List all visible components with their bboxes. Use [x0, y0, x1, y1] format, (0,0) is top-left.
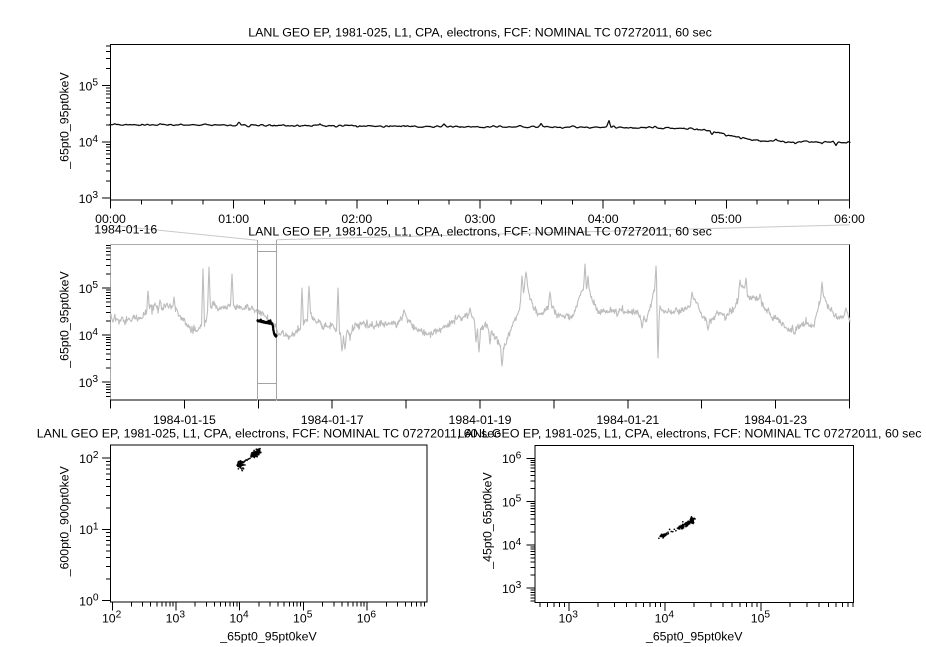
svg-text:1984-01-23: 1984-01-23 — [744, 413, 807, 427]
svg-text:_65pt0_95pt0keV: _65pt0_95pt0keV — [58, 271, 72, 369]
svg-text:01:00: 01:00 — [218, 212, 249, 226]
svg-text:_65pt0_95pt0keV: _65pt0_95pt0keV — [645, 630, 743, 644]
svg-text:00:00: 00:00 — [95, 212, 126, 226]
svg-text:LANL GEO EP, 1981-025, L1, CPA: LANL GEO EP, 1981-025, L1, CPA, electron… — [458, 426, 922, 440]
svg-text:06:00: 06:00 — [834, 212, 865, 226]
svg-text:_45pt0_65pt0keV: _45pt0_65pt0keV — [481, 472, 495, 570]
svg-text:04:00: 04:00 — [588, 212, 619, 226]
svg-text:1984-01-21: 1984-01-21 — [596, 413, 659, 427]
svg-text:03:00: 03:00 — [465, 212, 496, 226]
svg-text:_65pt0_95pt0keV: _65pt0_95pt0keV — [58, 72, 72, 170]
svg-text:02:00: 02:00 — [341, 212, 372, 226]
svg-text:1984-01-15: 1984-01-15 — [153, 413, 216, 427]
svg-text:05:00: 05:00 — [711, 212, 742, 226]
svg-text:LANL GEO EP, 1981-025, L1, CPA: LANL GEO EP, 1981-025, L1, CPA, electron… — [248, 25, 712, 39]
svg-text:LANL GEO EP, 1981-025, L1, CPA: LANL GEO EP, 1981-025, L1, CPA, electron… — [37, 426, 501, 440]
svg-text:1984-01-16: 1984-01-16 — [94, 222, 157, 236]
svg-text:1984-01-17: 1984-01-17 — [301, 413, 364, 427]
svg-text:LANL GEO EP, 1981-025, L1, CPA: LANL GEO EP, 1981-025, L1, CPA, electron… — [248, 225, 712, 239]
svg-text:_600pt0_900pt0keV: _600pt0_900pt0keV — [58, 465, 72, 577]
svg-text:_65pt0_95pt0keV: _65pt0_95pt0keV — [219, 630, 317, 644]
svg-text:1984-01-19: 1984-01-19 — [449, 413, 512, 427]
